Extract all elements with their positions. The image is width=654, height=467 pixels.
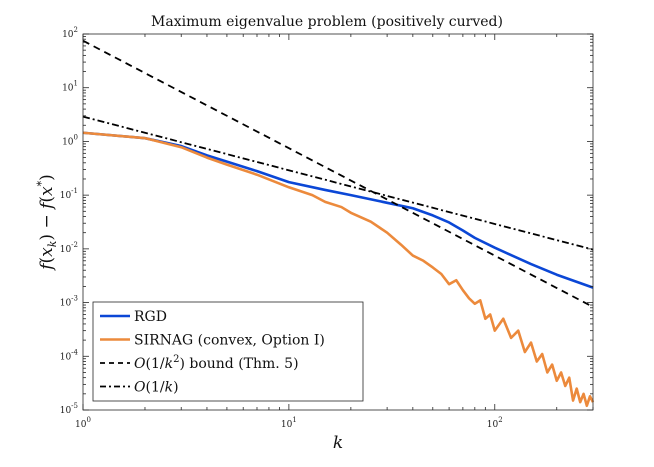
legend-label-1: SIRNAG (convex, Option I) (134, 333, 325, 349)
plot-frame (82, 33, 594, 411)
legend-box (92, 301, 364, 402)
y-tick-label: 10-5 (60, 402, 78, 416)
y-tick-label: 10-4 (60, 348, 79, 362)
series-line-0 (82, 131, 594, 289)
legend: RGD SIRNAG (convex, Option I) O(1/k2) boun… (92, 301, 364, 402)
series-layer (82, 39, 595, 408)
legend-label-0: RGD (134, 309, 167, 325)
x-axis-label: k (333, 433, 343, 453)
y-tick-label: 100 (62, 133, 78, 147)
x-tick-label: 101 (281, 416, 297, 430)
y-tick-label: 10-3 (60, 295, 78, 309)
x-tick-label: 102 (487, 416, 503, 430)
chart-title: Maximum eigenvalue problem (positively c… (151, 14, 503, 30)
y-tick-label: 10-1 (60, 187, 78, 201)
svg-text:f(xk) − f(x*): f(xk) − f(x*) (35, 174, 59, 272)
y-tick-label: 101 (62, 80, 78, 94)
series-line-1 (82, 131, 595, 408)
series-line-3 (82, 115, 594, 251)
y-tick-label: 10-2 (60, 241, 78, 255)
ticks-layer: 100 101 102 10-5 10-4 10-3 10-2 10-1 100 101 102 (60, 26, 594, 430)
y-tick-label: 102 (62, 26, 78, 40)
legend-label-3: O(1/k) (134, 380, 179, 396)
x-tick-label: 100 (75, 416, 91, 430)
legend-label-2: O(1/k2) bound (Thm. 5) (134, 354, 299, 372)
y-axis-label: f(xk) − f(x*) (35, 174, 59, 272)
